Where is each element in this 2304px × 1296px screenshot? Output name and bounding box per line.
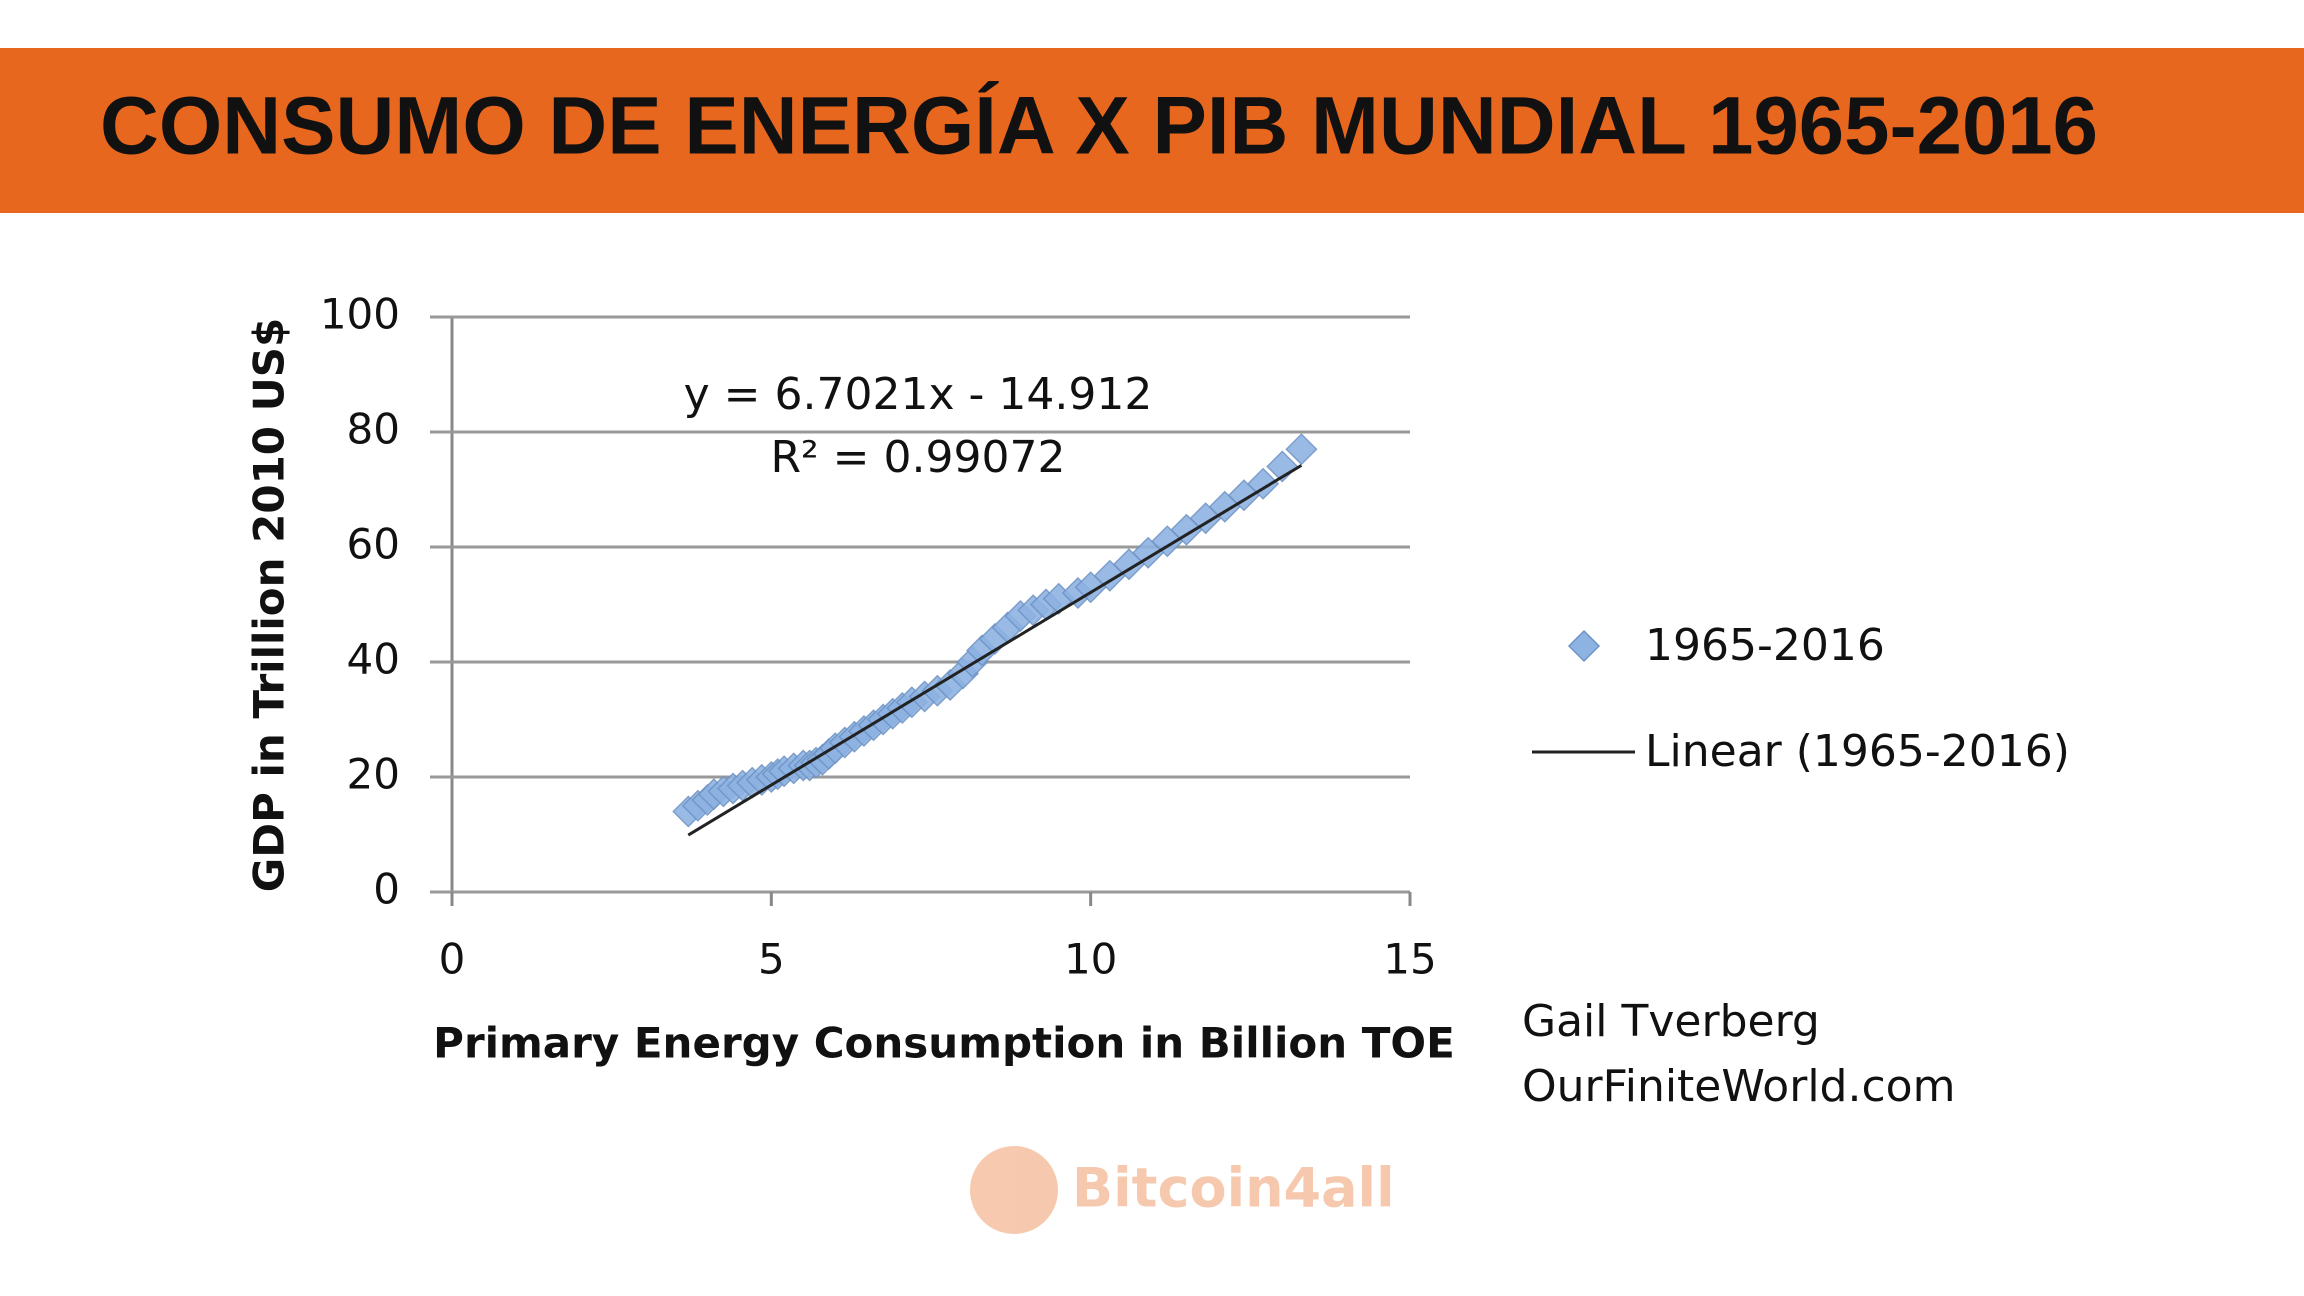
credit: OurFiniteWorld.com [1522, 1061, 1955, 1112]
watermark-logo [970, 1146, 1058, 1234]
header-band [0, 48, 2304, 213]
annotation: y = 6.7021x - 14.912 [684, 369, 1153, 420]
scatter-point [1266, 450, 1299, 483]
y-axis-title: GDP in Trillion 2010 US$ [245, 318, 294, 892]
x-axis-title: Primary Energy Consumption in Billion TO… [433, 1019, 1455, 1068]
header-title: CONSUMO DE ENERGÍA X PIB MUNDIAL 1965-20… [100, 81, 2098, 172]
trend-line [687, 464, 1303, 837]
annotation: R² = 0.99072 [770, 432, 1065, 483]
y-tick-label: 0 [373, 865, 400, 914]
y-tick-label: 40 [347, 635, 400, 684]
credit: Gail Tverberg [1522, 996, 1820, 1047]
legend-label: Linear (1965-2016) [1645, 726, 2070, 777]
legend-label: 1965-2016 [1645, 620, 1885, 671]
x-tick-label: 15 [1383, 935, 1436, 984]
x-tick-label: 10 [1064, 935, 1117, 984]
legend-marker [1567, 629, 1601, 663]
y-tick-label: 60 [347, 520, 400, 569]
y-tick-label: 80 [347, 405, 400, 454]
scatter-point [1285, 433, 1318, 466]
watermark-text: Bitcoin4all [1072, 1157, 1395, 1220]
y-tick-label: 20 [347, 750, 400, 799]
x-tick-label: 5 [758, 935, 785, 984]
y-tick-label: 100 [320, 290, 400, 339]
watermark: Bitcoin4all [970, 1146, 1395, 1234]
x-tick-label: 0 [439, 935, 466, 984]
